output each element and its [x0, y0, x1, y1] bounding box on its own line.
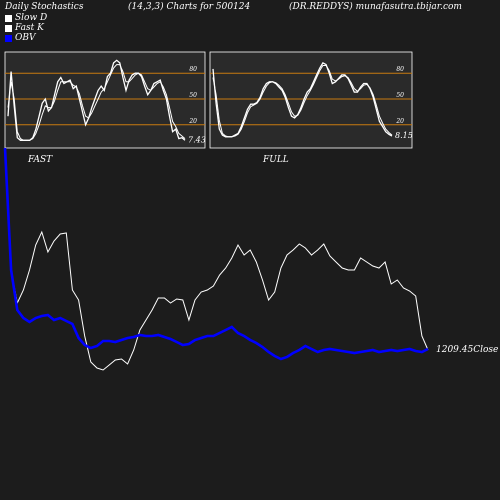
legend-swatch-obv	[5, 34, 12, 42]
fast-tick-label-20: 20	[188, 118, 197, 125]
legend-label-fast-k: Fast K	[15, 23, 44, 33]
legend-fast-k: Fast K	[5, 23, 44, 33]
legend-label-obv: OBV	[15, 33, 36, 43]
legend-swatch-fast-k	[5, 24, 12, 32]
full-tick-label-50: 50	[396, 92, 404, 99]
legend-slow-d: Slow D	[5, 13, 47, 23]
fast-series-fast-k	[7, 59, 186, 141]
full-tick-label-20: 20	[395, 118, 404, 125]
legend-swatch-slow-d	[5, 14, 12, 22]
chart-subtitle: (14,3,3) Charts for 500124	[128, 2, 251, 12]
fast-panel-label: FAST	[27, 155, 53, 165]
full-last-value-label: 8.15	[395, 131, 413, 140]
chart-title: Daily Stochastics	[5, 2, 84, 12]
full-series-fast-k	[212, 62, 393, 138]
main-close-price-label: 1209.45Close	[436, 345, 498, 355]
full-series-slow-d	[212, 65, 393, 138]
fast-tick-label-80: 80	[189, 66, 197, 73]
fast-last-value-label: 7.43	[188, 135, 206, 144]
main-series-close	[4, 147, 429, 371]
full-tick-label-80: 80	[396, 66, 404, 73]
full-panel-label: FULL	[262, 155, 289, 165]
main-series-obv	[3, 147, 429, 361]
fast-series-slow-d	[7, 64, 186, 141]
full-panel-frame	[209, 51, 413, 149]
fast-tick-label-50: 50	[189, 92, 197, 99]
fast-panel-frame	[4, 51, 206, 149]
legend-obv: OBV	[5, 33, 36, 43]
legend-label-slow-d: Slow D	[15, 13, 48, 23]
chart-source: (DR.REDDYS) munafasutra.tbijar.com	[289, 2, 462, 12]
